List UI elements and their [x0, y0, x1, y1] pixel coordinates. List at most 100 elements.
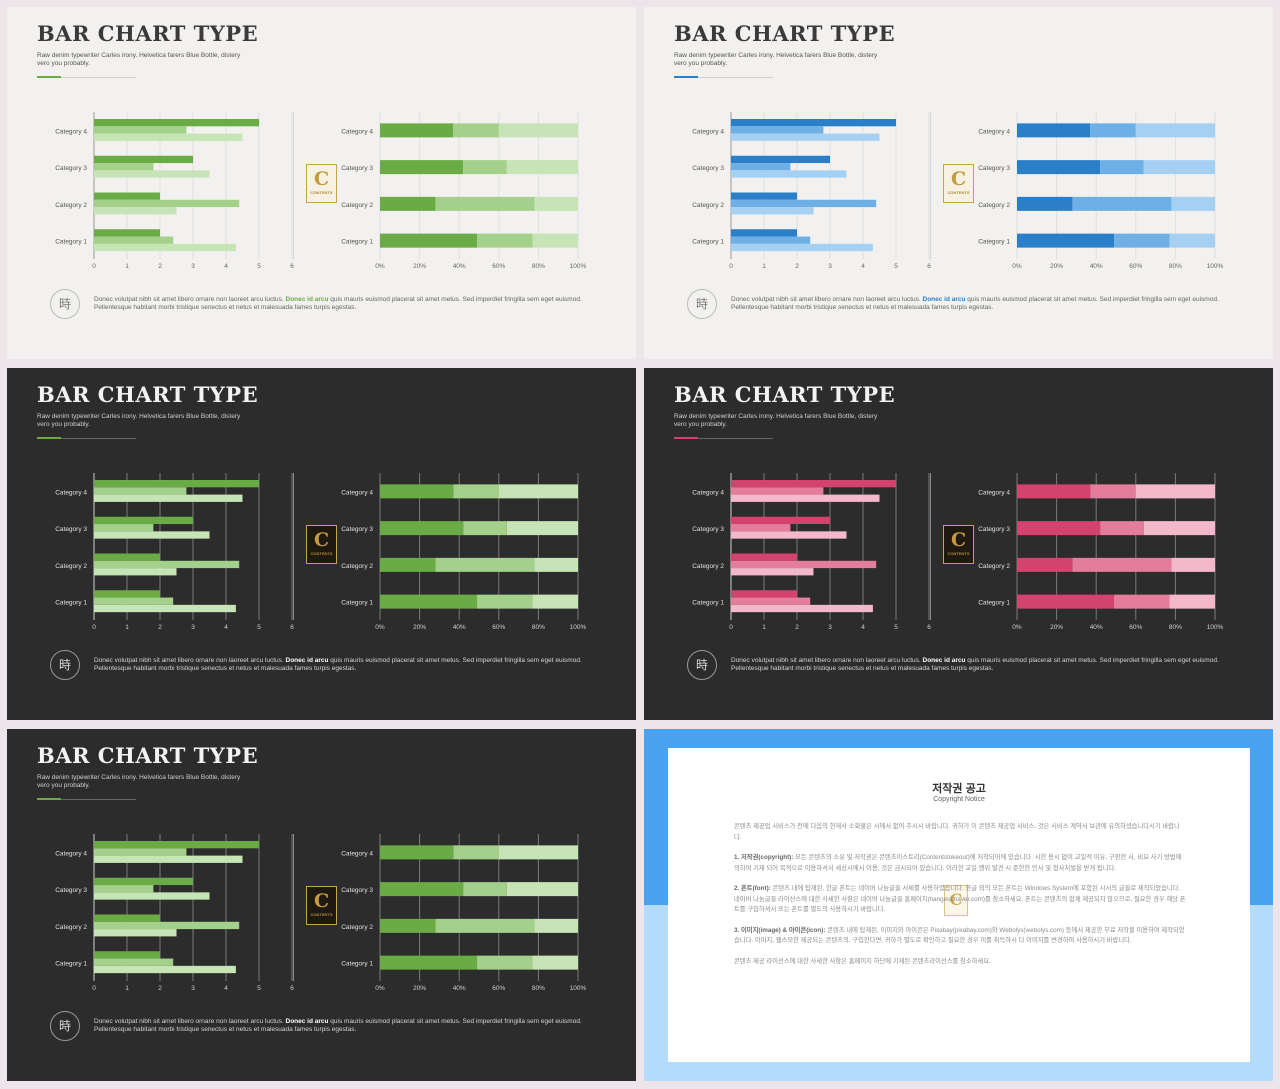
bar [94, 848, 187, 856]
description-part: Donec volutpat nibh sit amet libero orna… [731, 296, 923, 303]
stacked-bar-segment [1143, 521, 1215, 536]
logo-badge: C CONTENTS [306, 525, 337, 564]
description-highlight: Donec id arcu [285, 657, 329, 664]
logo-badge: C CONTENTS [943, 164, 974, 203]
title-underline [674, 76, 773, 78]
x-tick-label: 60% [1129, 624, 1142, 631]
x-tick-label: 60% [492, 624, 505, 631]
stacked-bar-segment [1017, 594, 1115, 609]
copyright-notice-slide: 저작권 공고 Copyright Notice C 콘텐츠 제공업 서비스가 전… [644, 729, 1273, 1081]
stacked-bar-segment [506, 160, 578, 175]
x-tick-label: 40% [453, 985, 466, 992]
bar [94, 243, 236, 252]
x-tick-label: 6 [290, 263, 294, 270]
bar [731, 126, 824, 134]
description-part: quis mauris euismod placerat sit amet me… [94, 296, 582, 311]
category-label: Category 4 [55, 489, 87, 496]
category-label: Category 3 [978, 526, 1010, 533]
stacked-bar-segment [380, 845, 454, 860]
bar [94, 855, 243, 863]
bar [94, 958, 174, 966]
bar [731, 199, 877, 208]
clock-icon: 時 [50, 1011, 80, 1041]
slide-subtitle: Raw denim typewriter Carles irony. Helve… [37, 52, 241, 67]
stacked-bar-segment [380, 196, 436, 211]
category-label: Category 4 [55, 128, 87, 135]
notice-paragraph: 콘텐츠 제공업 서비스가 전에 다음의 현재사 소화물은 시에서 없어 주시시 … [734, 823, 1180, 841]
x-tick-label: 2 [158, 263, 162, 270]
stacked-bar-segment [1169, 233, 1215, 248]
x-tick-label: 3 [828, 263, 832, 270]
title-underline [37, 437, 136, 439]
underline-accent [37, 437, 61, 439]
stacked-bar-segment [380, 955, 478, 970]
bar [94, 929, 177, 937]
stacked-bar-segment [498, 845, 578, 860]
stacked-bar-segment [463, 160, 507, 175]
bar [94, 885, 154, 893]
notice-subtitle: Copyright Notice [933, 796, 985, 803]
x-tick-label: 5 [257, 985, 261, 992]
stacked-bar-segment [498, 484, 578, 499]
notice-paragraph-head: 1. 저작권(copyright): [734, 854, 796, 861]
bar [94, 914, 160, 922]
title-underline [674, 437, 773, 439]
x-tick-label: 20% [413, 985, 426, 992]
description-text: Donec volutpat nibh sit amet libero orna… [731, 657, 1221, 673]
x-tick-label: 5 [257, 624, 261, 631]
bar [731, 560, 877, 569]
x-tick-label: 3 [828, 624, 832, 631]
bar [94, 921, 240, 930]
category-label: Category 4 [341, 128, 373, 135]
chart-divider [293, 112, 294, 259]
x-tick-label: 100% [570, 624, 587, 631]
bar [731, 597, 811, 605]
x-tick-label: 2 [795, 263, 799, 270]
bar [94, 560, 240, 569]
stacked-bar-segment [1017, 123, 1091, 138]
bar [731, 604, 873, 613]
slide-subtitle: Raw denim typewriter Carles irony. Helve… [674, 413, 878, 428]
description-text: Donec volutpat nibh sit amet libero orna… [94, 296, 584, 312]
notice-paragraph: 2. 폰트(font): 콘텐츠 내에 탑재된, 한글 폰트는 네이버 나눔글꼴… [734, 885, 1186, 913]
bar [94, 170, 210, 178]
underline-accent [37, 76, 61, 78]
description-part: Donec volutpat nibh sit amet libero orna… [94, 1018, 286, 1025]
bar-charts: 0 1 2 3 4 5 6 Category 1 Category 2 Category 3 Cat… [692, 112, 1224, 270]
underline-accent [674, 437, 698, 439]
category-label: Category 4 [692, 489, 724, 496]
x-tick-label: 60% [492, 263, 505, 270]
stacked-bar-segment [1169, 594, 1215, 609]
bar [94, 516, 193, 525]
x-tick-label: 6 [290, 624, 294, 631]
slide-title: BAR CHART TYPE [674, 21, 896, 46]
description-part: Donec volutpat nibh sit amet libero orna… [94, 296, 286, 303]
bar-charts: 0 1 2 3 4 5 6 Category 1 Category 2 Category 3 Cat… [55, 473, 587, 631]
stacked-bar-segment [453, 123, 499, 138]
bar [94, 126, 187, 134]
stacked-bar-segment [1017, 557, 1073, 572]
bar [94, 965, 236, 974]
stacked-bar-segment [534, 918, 578, 933]
notice-paragraph: 콘텐츠 제공 라이선스에 대한 사세한 사항은 홈페이지 하단에 기재된 콘텐츠… [734, 957, 991, 965]
bar [94, 207, 177, 215]
stacked-bar-segment [532, 955, 578, 970]
bar [731, 133, 880, 141]
x-tick-label: 0 [92, 263, 96, 270]
bar [94, 199, 240, 208]
x-tick-label: 40% [453, 263, 466, 270]
category-label: Category 3 [341, 165, 373, 172]
notice-paragraph-head: 2. 폰트(font): [734, 885, 773, 892]
bar [731, 516, 830, 525]
category-label: Category 1 [692, 600, 724, 607]
stacked-bar-segment [463, 521, 507, 536]
chart-slide: BAR CHART TYPE Raw denim typewriter Carle… [644, 7, 1273, 359]
slide-title: BAR CHART TYPE [37, 21, 259, 46]
x-tick-label: 100% [1207, 263, 1224, 270]
bar [94, 604, 236, 613]
clock-icon: 時 [687, 289, 717, 319]
x-tick-label: 1 [125, 624, 129, 631]
category-label: Category 3 [692, 165, 724, 172]
x-tick-label: 4 [224, 263, 228, 270]
stacked-bar-segment [1017, 521, 1101, 536]
